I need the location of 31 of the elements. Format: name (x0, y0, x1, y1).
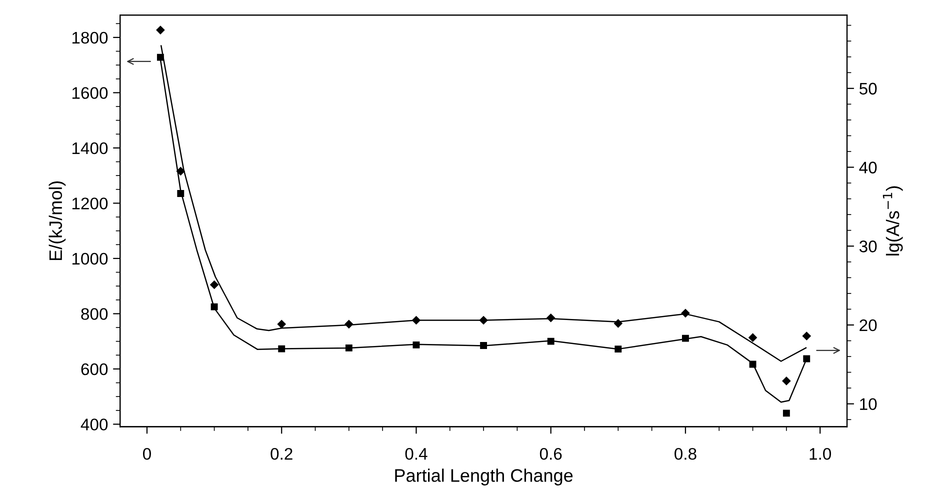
x-tick-label: 0 (143, 448, 151, 460)
y2-tick-label: 30 (859, 240, 877, 252)
x-tick-label: 0.6 (540, 448, 562, 460)
y-axis-title: E/(kJ/mol) (48, 181, 66, 260)
y-tick-label: 600 (81, 363, 108, 376)
x-tick-label: 1.0 (810, 448, 832, 460)
y-tick-label: 1600 (72, 87, 108, 99)
point (782, 376, 791, 386)
point (748, 333, 757, 342)
point (802, 332, 811, 340)
x-tick-label: 0.8 (674, 448, 696, 460)
y-tick-label: 1800 (72, 32, 108, 44)
y-tick-label: 1400 (72, 142, 108, 154)
y-tick-label: 1000 (72, 252, 108, 265)
point (277, 320, 286, 328)
y2-tick-label: 40 (859, 162, 877, 174)
y2-tick-label: 50 (859, 82, 877, 95)
y2-tick-label: 20 (860, 319, 877, 332)
point (156, 26, 165, 34)
point (176, 167, 185, 176)
y-tick-label: 1200 (72, 198, 108, 210)
point (803, 355, 810, 362)
y-tick-label: 400 (80, 418, 108, 430)
x-axis-title: Partial Length Change (395, 468, 573, 486)
y2-axis-title: lg(A/s$^{−1}$) (882, 186, 903, 256)
y2-tick-label: 10 (860, 398, 877, 410)
x-tick-label: 0.2 (270, 448, 292, 460)
y-tick-label: 800 (81, 308, 108, 320)
point (782, 410, 790, 417)
point (210, 280, 218, 289)
x-tick-label: 0.4 (405, 448, 428, 460)
